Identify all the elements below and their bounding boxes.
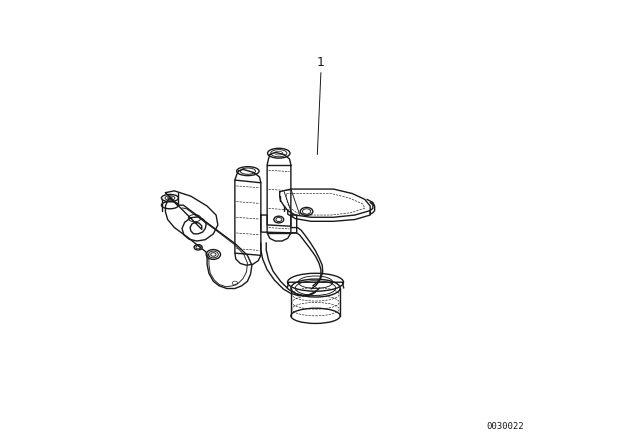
Text: 1: 1: [317, 56, 325, 69]
Text: 0030022: 0030022: [486, 422, 524, 431]
